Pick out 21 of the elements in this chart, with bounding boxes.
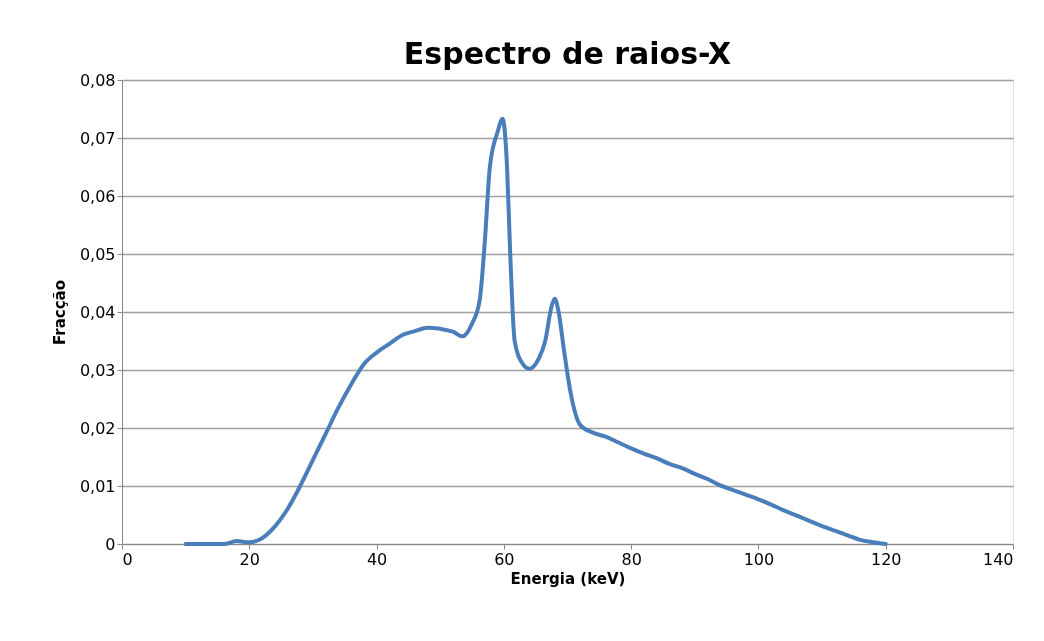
x-tick-label: 40 bbox=[366, 549, 388, 569]
x-tick-label: 20 bbox=[239, 549, 260, 569]
y-tick-label: 0,07 bbox=[79, 128, 116, 148]
x-axis-title: Energia (keV) bbox=[510, 569, 626, 588]
y-tick-label: 0,05 bbox=[79, 244, 116, 264]
y-tick-label: 0,01 bbox=[79, 476, 116, 496]
line-series bbox=[183, 116, 888, 546]
x-tick-label: 120 bbox=[870, 549, 902, 569]
y-axis-title: Fracção bbox=[50, 279, 69, 346]
y-tick-label: 0,06 bbox=[79, 186, 116, 206]
chart-title: Espectro de raios-X bbox=[403, 36, 732, 71]
x-tick-label: 140 bbox=[982, 549, 1014, 569]
x-tick-label: 60 bbox=[494, 549, 515, 569]
y-tick-label: 0,03 bbox=[79, 360, 116, 380]
y-tick-label: 0,02 bbox=[79, 418, 116, 438]
y-tick-label: 0 bbox=[105, 534, 116, 554]
x-tick-label: 80 bbox=[621, 549, 642, 569]
y-tick-label: 0,04 bbox=[79, 302, 116, 322]
y-tick-label: 0,08 bbox=[79, 70, 116, 90]
x-tick-label: 100 bbox=[743, 549, 775, 569]
x-tick-label: 0 bbox=[122, 549, 133, 569]
